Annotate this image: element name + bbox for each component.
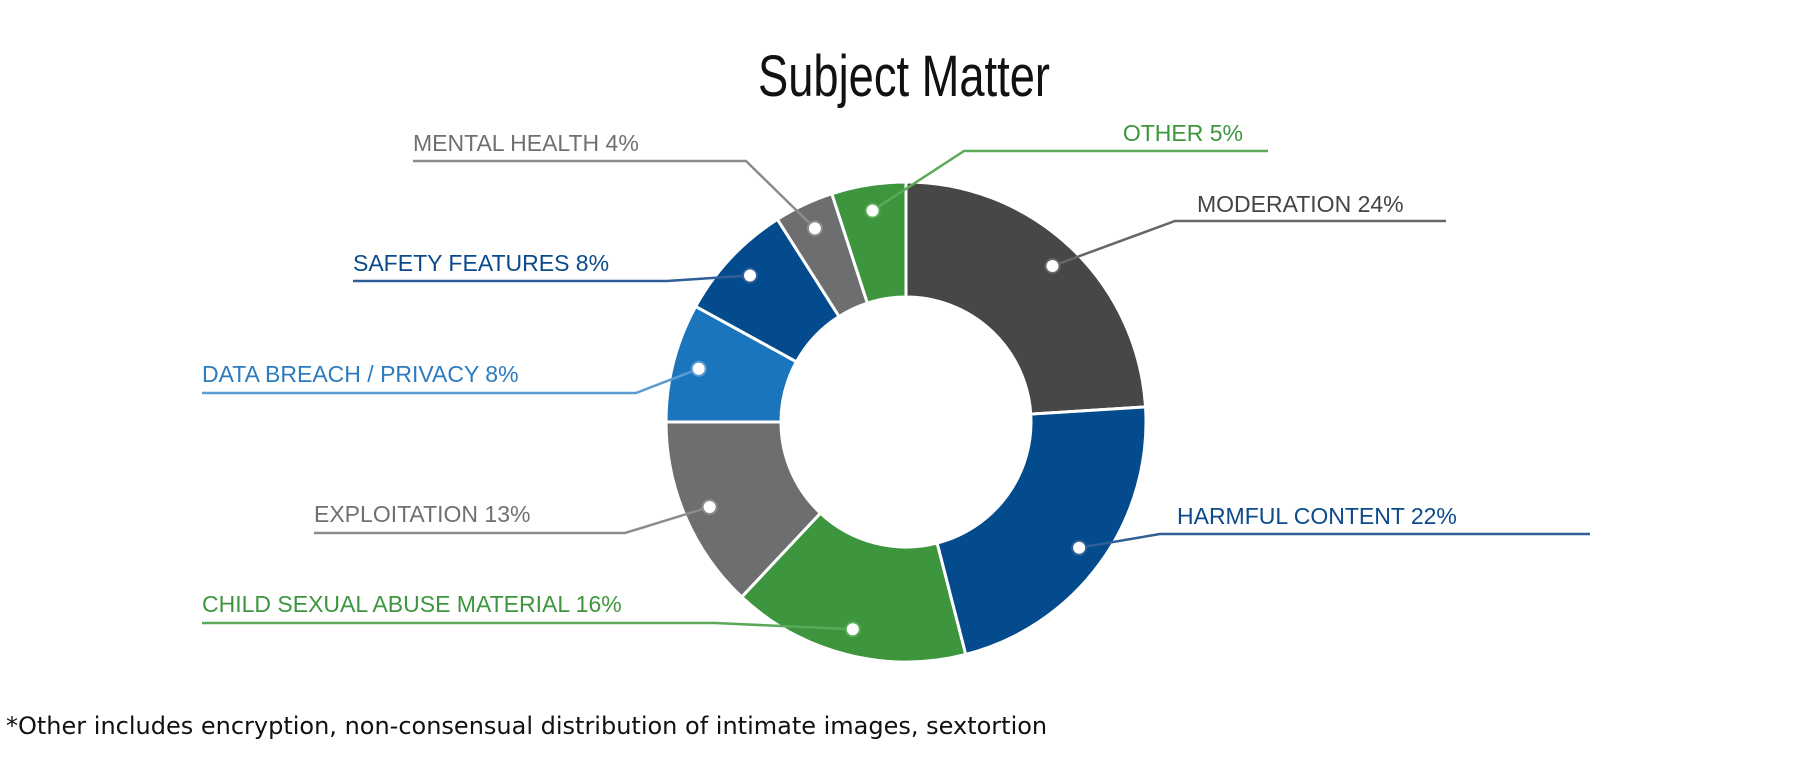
donut-slices	[664, 180, 1148, 664]
label-anchor-dot	[1071, 539, 1088, 556]
donut-slice	[664, 420, 823, 600]
label-anchor-dot	[742, 267, 759, 284]
footnote: *Other includes encryption, non-consensu…	[6, 712, 1048, 740]
label-anchor-dot	[806, 220, 823, 237]
slice-labels: MODERATION 24% HARMFUL CONTENT 22% CHILD S…	[202, 120, 1457, 617]
label-anchor-dot	[844, 621, 861, 638]
donut-slice	[739, 511, 968, 664]
slice-label: DATA BREACH / PRIVACY 8%	[202, 361, 519, 387]
leader-line	[314, 505, 710, 535]
leader-line	[1078, 532, 1590, 550]
leader-line	[353, 274, 751, 283]
slice-label: MENTAL HEALTH 4%	[413, 130, 639, 156]
leader-line	[871, 149, 1268, 212]
slice-label: HARMFUL CONTENT 22%	[1177, 503, 1457, 529]
slice-label: EXPLOITATION 13%	[314, 501, 530, 527]
leader-line	[202, 621, 853, 631]
label-anchor-dot	[690, 360, 707, 377]
donut-slice	[935, 405, 1148, 657]
label-anchor-dot	[1044, 258, 1061, 275]
chart-title: Subject Matter	[758, 44, 1050, 109]
slice-label: CHILD SEXUAL ABUSE MATERIAL 16%	[202, 591, 622, 617]
leader-line	[202, 367, 700, 395]
label-anchor-dot	[701, 498, 718, 515]
slice-label: SAFETY FEATURES 8%	[353, 250, 609, 276]
label-leader-lines	[202, 149, 1590, 638]
label-anchor-dot	[864, 202, 881, 219]
slice-label: MODERATION 24%	[1197, 191, 1404, 217]
donut-slice	[904, 180, 1148, 416]
slice-label: OTHER 5%	[1123, 120, 1243, 146]
leader-line	[1052, 219, 1446, 268]
donut-slice	[829, 180, 908, 306]
leader-line	[413, 159, 816, 230]
